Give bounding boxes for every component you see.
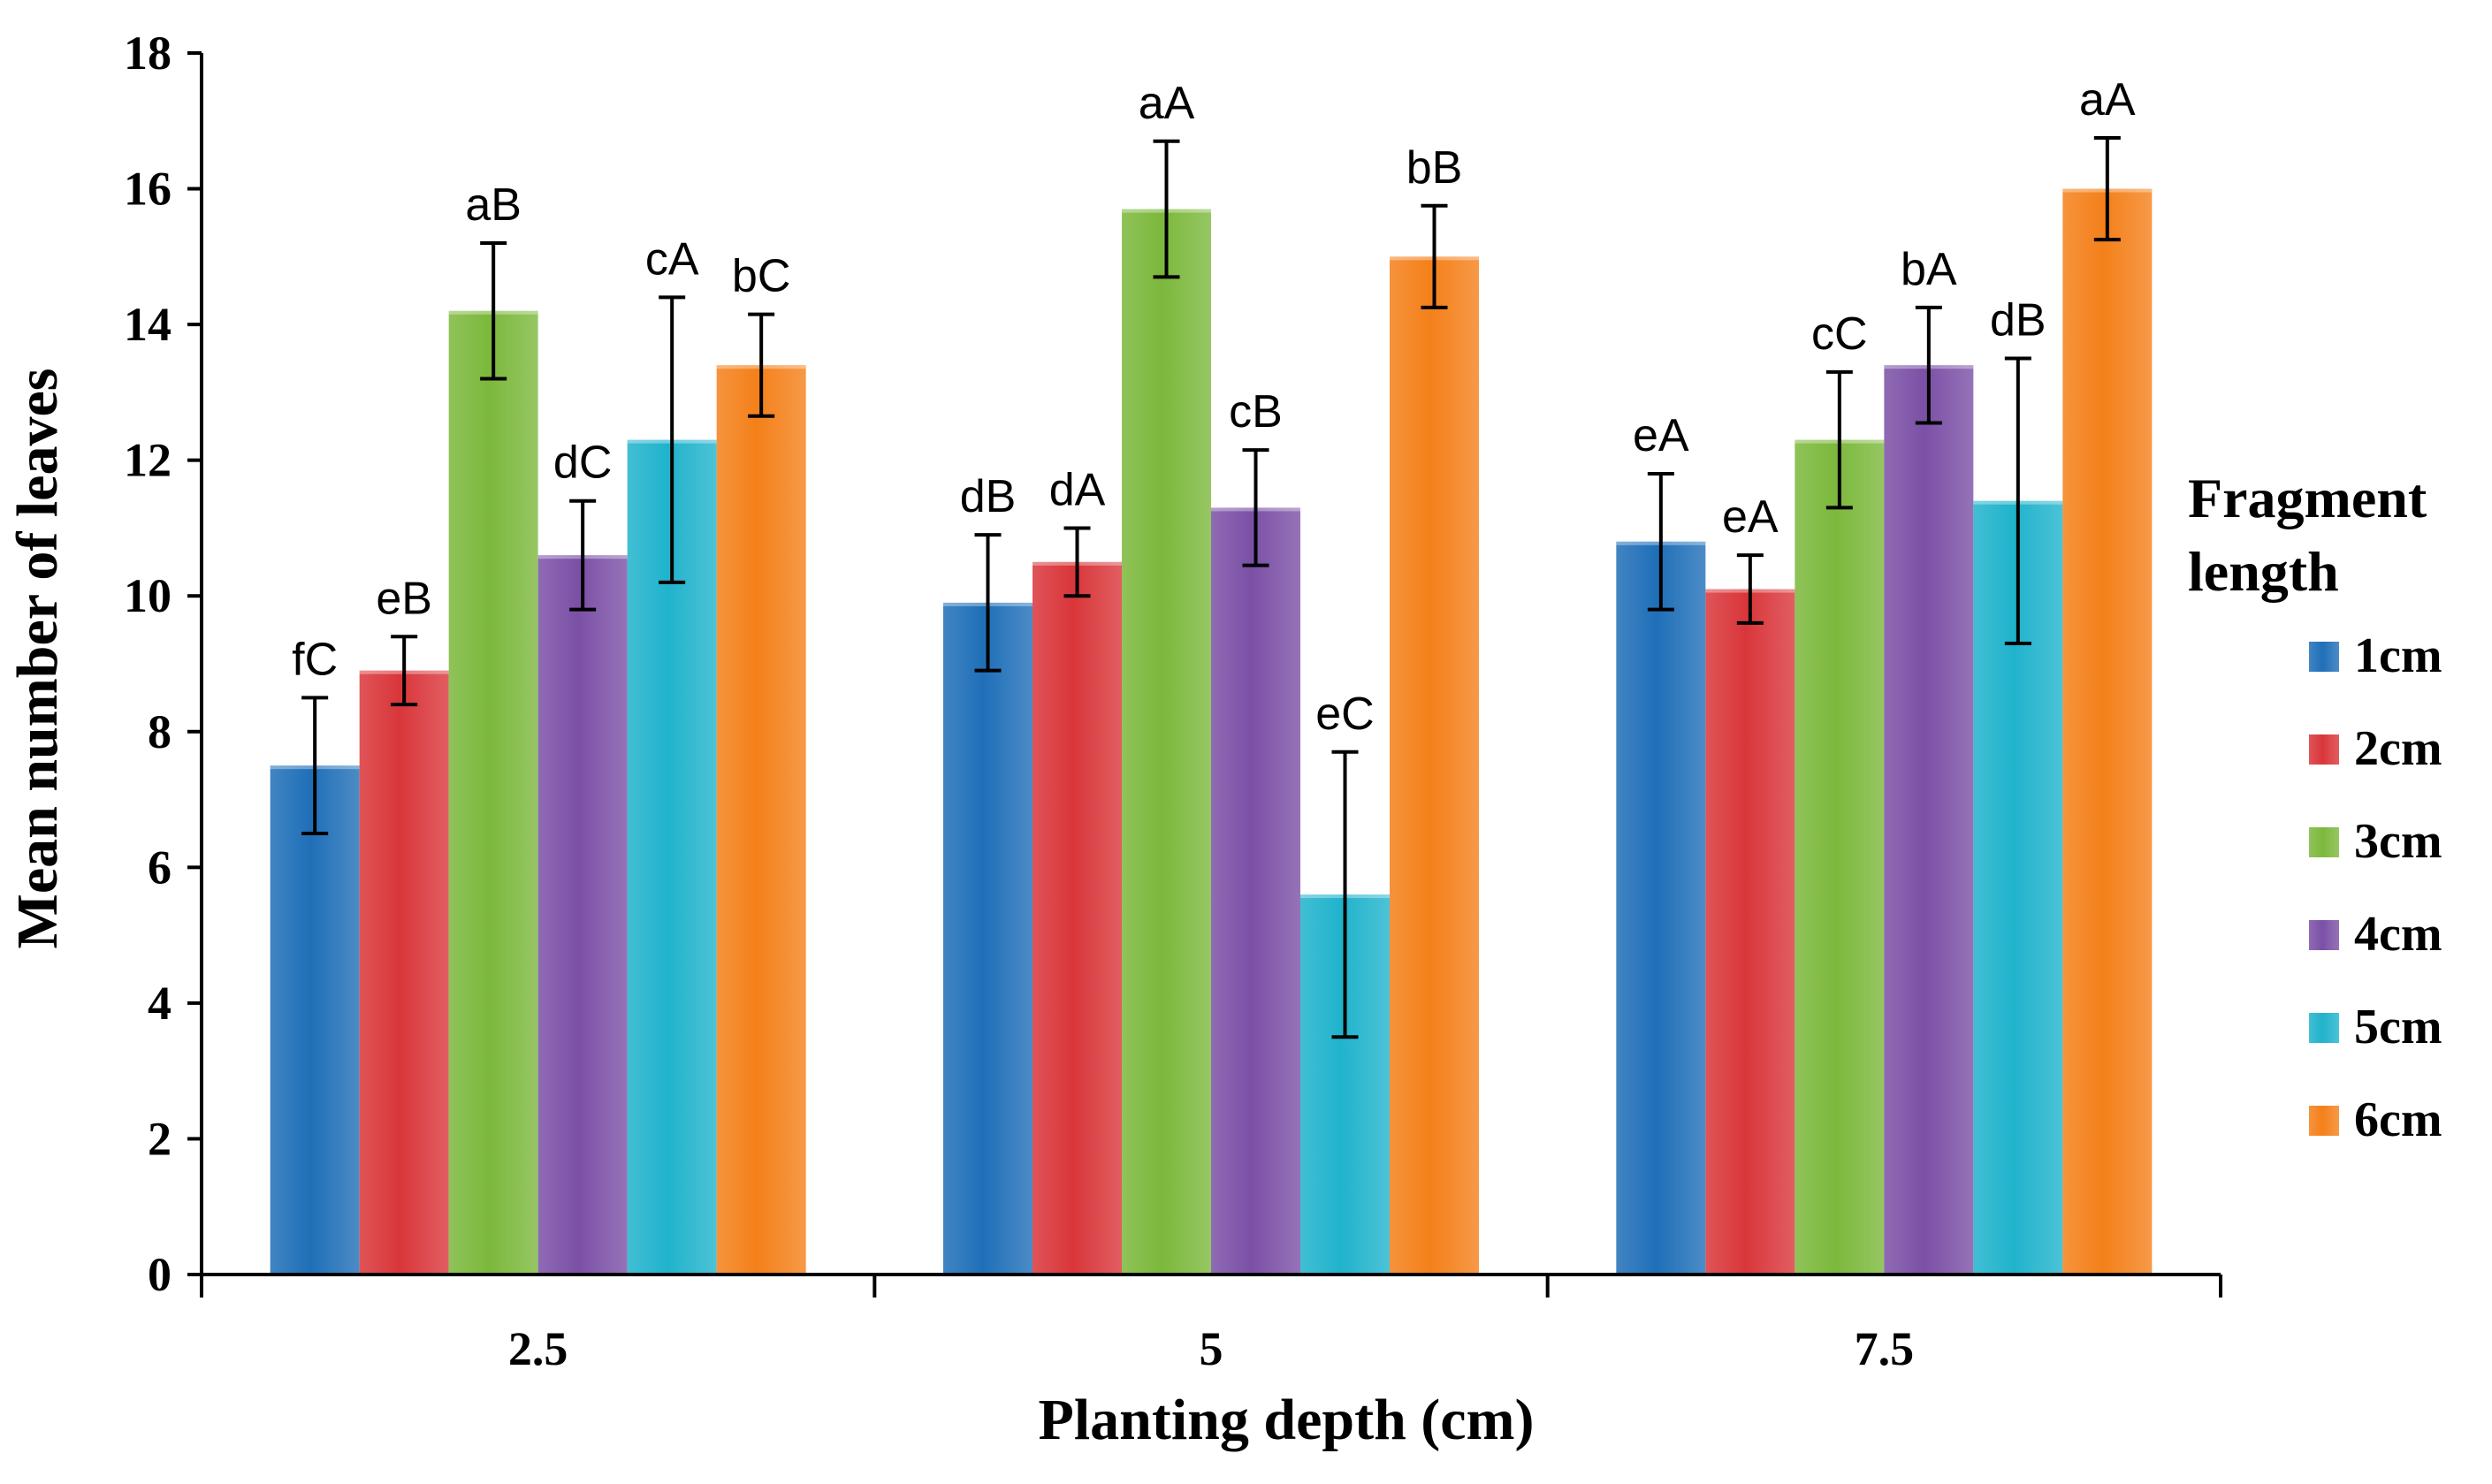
significance-label: cC <box>1811 308 1868 360</box>
error-bar-1cm-5 <box>974 533 1002 673</box>
error-bar-2cm-2.5 <box>391 635 418 707</box>
y-tick-label: 4 <box>148 977 171 1030</box>
error-bar-5cm-5 <box>1331 750 1359 1039</box>
error-bar-1cm-2.5 <box>301 696 329 835</box>
bar-6cm-2.5 <box>716 365 806 1275</box>
error-bar-3cm-7.5 <box>1825 369 1853 510</box>
bar-6cm-7.5 <box>2062 188 2153 1275</box>
bars-layer <box>270 188 2153 1275</box>
significance-label: cA <box>645 233 699 285</box>
bar-1cm-5 <box>943 602 1033 1275</box>
error-bar-1cm-7.5 <box>1647 472 1674 612</box>
error-bar-4cm-7.5 <box>1915 305 1942 425</box>
legend-swatch-5cm <box>2309 1013 2339 1043</box>
y-tick-label: 14 <box>124 298 171 351</box>
legend-title-line-1: Fragment <box>2188 467 2427 529</box>
significance-label: cB <box>1229 386 1283 438</box>
y-tick-label: 8 <box>148 705 171 758</box>
error-bar-4cm-2.5 <box>569 498 597 612</box>
legend-swatch-4cm <box>2309 920 2339 950</box>
significance-label: fC <box>292 634 338 685</box>
legend-swatch-3cm <box>2309 827 2339 857</box>
significance-label: bA <box>1901 244 1957 295</box>
error-bar-2cm-7.5 <box>1736 553 1764 625</box>
y-tick-label: 10 <box>124 569 171 622</box>
bar-4cm-7.5 <box>1884 365 1974 1275</box>
bar-3cm-7.5 <box>1795 439 1885 1275</box>
y-tick-label: 18 <box>124 27 171 80</box>
legend-swatch-2cm <box>2309 734 2339 765</box>
bar-3cm-5 <box>1122 209 1211 1275</box>
significance-label: aA <box>2079 74 2136 126</box>
legend-swatch-6cm <box>2309 1106 2339 1136</box>
legend-items: 1cm 2cm 3cm 4cm 5cm 6cm <box>2309 628 2442 1147</box>
bar-2cm-7.5 <box>1705 589 1795 1275</box>
y-axis-title: Mean number of leaves <box>5 369 70 949</box>
error-bar-6cm-2.5 <box>748 312 775 418</box>
legend-label-6cm: 6cm <box>2354 1092 2442 1147</box>
error-bars-layer <box>301 135 2121 1039</box>
x-axis-title: Planting depth (cm) <box>1039 1388 1535 1452</box>
significance-label: dB <box>1990 295 2046 346</box>
x-tick-label: 5 <box>1200 1322 1223 1375</box>
y-tick-label: 2 <box>148 1112 171 1165</box>
legend: Fragment length 1cm 2cm 3cm 4cm 5cm 6cm <box>2188 467 2442 1147</box>
y-tick-label: 6 <box>148 841 171 894</box>
bar-2cm-2.5 <box>359 670 449 1275</box>
significance-label: aB <box>465 179 522 231</box>
significance-label: eB <box>376 573 432 624</box>
error-bar-3cm-2.5 <box>480 240 507 381</box>
error-bar-6cm-7.5 <box>2093 135 2121 242</box>
y-tick-label: 16 <box>124 163 171 216</box>
error-bar-4cm-5 <box>1242 448 1269 567</box>
bar-4cm-2.5 <box>537 555 628 1275</box>
significance-label: eA <box>1633 410 1689 461</box>
significance-label: dB <box>960 471 1017 522</box>
bar-3cm-2.5 <box>448 310 538 1275</box>
y-tick-label: 0 <box>148 1248 171 1301</box>
significance-label: bB <box>1406 142 1463 194</box>
axes-layer: 0 2 4 6 8 10 12 14 16 18 2.5 5 7.5 <box>124 27 2222 1375</box>
bar-1cm-7.5 <box>1616 541 1706 1275</box>
legend-swatch-1cm <box>2309 642 2339 672</box>
bar-1cm-2.5 <box>270 765 360 1275</box>
legend-title-line-2: length <box>2188 540 2339 603</box>
significance-label: eC <box>1315 689 1374 740</box>
legend-label-4cm: 4cm <box>2354 907 2442 962</box>
significance-label: aA <box>1139 78 1195 129</box>
bar-6cm-5 <box>1390 256 1479 1275</box>
significance-label: eA <box>1722 491 1779 543</box>
bar-4cm-5 <box>1211 507 1300 1275</box>
legend-label-2cm: 2cm <box>2354 721 2442 776</box>
y-tick-label: 12 <box>124 434 171 487</box>
significance-labels-layer: fC eB aB dC cA bC dB dA aA cB eC bB eA eA cC bA dB aA <box>292 74 2136 740</box>
error-bar-5cm-2.5 <box>659 295 686 584</box>
x-tick-label: 2.5 <box>508 1322 568 1375</box>
legend-label-5cm: 5cm <box>2354 1000 2442 1054</box>
error-bar-2cm-5 <box>1063 526 1091 598</box>
error-bar-3cm-5 <box>1153 139 1180 279</box>
significance-label: dC <box>553 438 612 489</box>
bar-2cm-5 <box>1033 561 1122 1275</box>
error-bar-5cm-7.5 <box>2004 356 2031 645</box>
legend-label-3cm: 3cm <box>2354 814 2442 869</box>
x-tick-label: 7.5 <box>1855 1322 1915 1375</box>
significance-label: dA <box>1049 464 1106 515</box>
error-bar-6cm-5 <box>1421 203 1448 309</box>
legend-label-1cm: 1cm <box>2354 628 2442 683</box>
significance-label: bC <box>732 251 790 302</box>
